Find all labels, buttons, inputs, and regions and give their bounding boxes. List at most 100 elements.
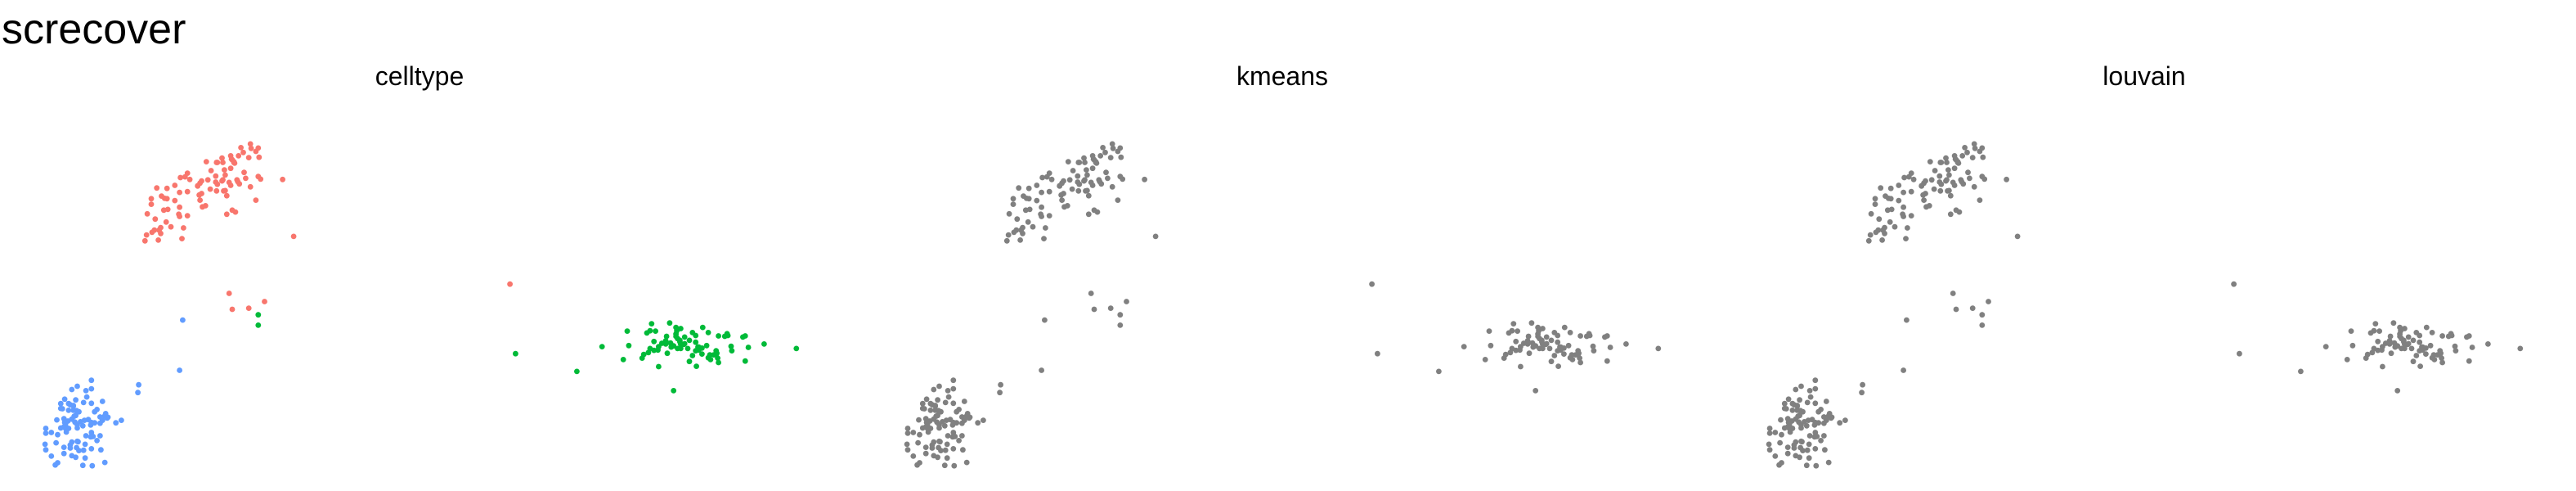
point-kmeans-cluster_2-22 (1486, 328, 1492, 334)
point-louvain-cluster_1-1 (1910, 176, 1917, 182)
point-celltype-cluster_1-54 (177, 204, 183, 210)
point-kmeans-cluster_1-3 (1066, 177, 1073, 183)
point-louvain-cluster_1-14 (1905, 225, 1910, 231)
point-louvain-cluster_3-49 (1785, 396, 1792, 403)
point-louvain-cluster_3-78 (1781, 400, 1788, 407)
point-celltype-cluster_2-34 (668, 344, 675, 350)
point-kmeans-cluster_3-60 (910, 453, 917, 459)
point-louvain-cluster_3-75 (1795, 413, 1802, 419)
point-celltype-cluster_2-71 (664, 350, 671, 357)
point-louvain-cluster_1-86 (1981, 176, 1988, 182)
point-celltype-cluster_1-16 (141, 237, 148, 244)
point-louvain-cluster_1-45 (1938, 160, 1945, 165)
point-celltype-cluster_1-71 (177, 214, 183, 219)
point-celltype-cluster_2-54 (645, 349, 652, 356)
point-celltype-cluster_1-94 (235, 178, 241, 185)
point-louvain-cluster_3-82 (1781, 425, 1788, 431)
point-louvain-cluster_1-90 (1923, 204, 1929, 210)
point-louvain-cluster_3-56 (1784, 450, 1791, 457)
point-kmeans-cluster_1-57 (1039, 174, 1045, 181)
point-kmeans-cluster_2-67 (1539, 337, 1545, 344)
point-kmeans-cluster_1-51 (1109, 141, 1115, 147)
point-kmeans-cluster_1-80 (1109, 183, 1115, 190)
point-louvain-cluster_3-95 (1904, 317, 1910, 323)
point-celltype-cluster_2-68 (656, 344, 662, 349)
point-celltype-cluster_2-53 (742, 358, 748, 364)
point-louvain-cluster_2-4 (2375, 338, 2381, 345)
point-louvain-cluster_1-62 (1873, 229, 1879, 236)
point-kmeans-cluster_1-95 (1088, 291, 1094, 296)
point-kmeans-cluster_2-82 (1117, 312, 1124, 318)
point-louvain-cluster_2-47 (2371, 327, 2377, 334)
point-kmeans-cluster_2-66 (1513, 347, 1519, 354)
point-celltype-cluster_1-23 (220, 160, 226, 165)
point-celltype-cluster_2-59 (713, 348, 720, 354)
point-louvain-cluster_1-98 (1986, 299, 1991, 304)
point-kmeans-cluster_2-19 (1555, 339, 1561, 345)
point-celltype-cluster_1-40 (227, 165, 234, 172)
point-kmeans-cluster_2-71 (1526, 350, 1533, 357)
point-celltype-cluster_1-98 (262, 299, 267, 304)
point-kmeans-cluster_1-46 (1014, 216, 1021, 223)
point-kmeans-cluster_3-18 (941, 422, 948, 429)
point-celltype-cluster_3-56 (61, 450, 67, 457)
point-celltype-cluster_1-9 (148, 201, 155, 208)
point-kmeans-cluster_1-16 (1003, 237, 1010, 244)
point-louvain-cluster_3-6 (1806, 433, 1813, 439)
point-kmeans-cluster_2-60 (1577, 333, 1583, 339)
point-celltype-cluster_3-23 (94, 438, 100, 444)
point-louvain-cluster_2-75 (2380, 363, 2385, 370)
point-celltype-cluster_3-96 (177, 367, 183, 373)
point-kmeans-cluster_1-93 (1107, 155, 1114, 161)
point-louvain-cluster_3-9 (1772, 430, 1779, 435)
point-louvain-cluster_3-72 (1788, 418, 1795, 424)
point-kmeans-cluster_2-74 (1655, 345, 1662, 352)
point-kmeans-cluster_1-74 (1118, 154, 1124, 160)
point-louvain-cluster_3-74 (1821, 420, 1827, 426)
point-kmeans-cluster_1-22 (1084, 187, 1090, 194)
point-kmeans-cluster_3-56 (922, 450, 929, 457)
point-kmeans-cluster_3-9 (910, 430, 917, 435)
point-kmeans-cluster_2-17 (1591, 348, 1597, 354)
point-celltype-cluster_3-36 (65, 408, 72, 413)
point-kmeans-cluster_1-89 (1005, 232, 1012, 238)
point-louvain-cluster_1-78 (2014, 233, 2021, 240)
point-louvain-cluster_1-35 (1892, 223, 1898, 230)
point-kmeans-cluster_3-45 (950, 377, 957, 384)
point-celltype-cluster_2-70 (663, 333, 670, 340)
point-louvain-cluster_1-94 (1959, 178, 1965, 185)
point-louvain-cluster_3-46 (1806, 388, 1813, 394)
point-kmeans-cluster_3-93 (959, 414, 965, 420)
point-louvain-cluster_1-6 (1896, 182, 1902, 188)
point-louvain-cluster_2-73 (2485, 341, 2491, 347)
point-kmeans-cluster_1-28 (1085, 192, 1092, 199)
point-kmeans-cluster_3-30 (935, 397, 940, 403)
point-kmeans-cluster_2-80 (1375, 350, 1380, 357)
point-celltype-cluster_2-82 (255, 312, 262, 318)
point-louvain-cluster_2-80 (2237, 350, 2242, 357)
point-celltype-cluster_1-78 (290, 233, 297, 240)
point-celltype-cluster_1-1 (186, 176, 193, 182)
point-celltype-cluster_2-80 (513, 350, 518, 357)
point-celltype-cluster_3-90 (82, 455, 88, 462)
point-celltype-cluster_1-99 (507, 281, 513, 287)
point-celltype-cluster_1-96 (229, 306, 236, 313)
point-kmeans-cluster_3-19 (960, 447, 966, 453)
point-kmeans-cluster_3-80 (998, 381, 1003, 388)
point-louvain-cluster_3-34 (1798, 438, 1804, 444)
point-celltype-cluster_1-59 (177, 189, 183, 196)
point-kmeans-cluster_3-57 (942, 399, 949, 406)
point-kmeans-cluster_1-9 (1010, 201, 1016, 208)
point-celltype-cluster_3-64 (78, 419, 83, 425)
point-kmeans-cluster_2-50 (1577, 359, 1583, 366)
point-celltype-cluster_1-25 (184, 188, 191, 195)
point-kmeans-cluster_1-91 (1100, 145, 1106, 151)
point-kmeans-cluster_2-77 (1533, 388, 1539, 394)
point-kmeans-cluster_3-6 (945, 433, 951, 439)
point-celltype-cluster_3-76 (53, 439, 59, 446)
point-kmeans-cluster_3-92 (914, 462, 920, 468)
point-celltype-cluster_1-3 (204, 177, 211, 183)
point-celltype-cluster_1-93 (245, 155, 252, 161)
point-louvain-cluster_1-46 (1876, 216, 1883, 223)
point-kmeans-cluster_1-94 (1097, 178, 1103, 185)
